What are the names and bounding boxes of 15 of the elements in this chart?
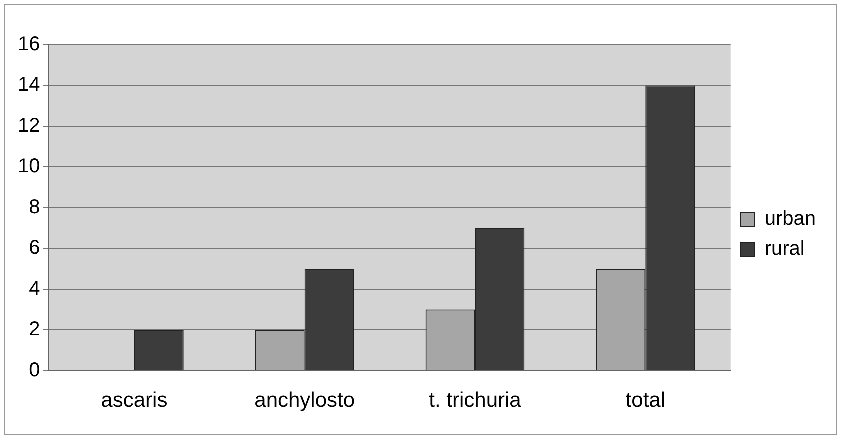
x-tick-label: t. trichuria <box>429 389 522 412</box>
y-tick-label: 6 <box>29 237 40 260</box>
legend-label: rural <box>764 238 805 260</box>
y-tick-label: 16 <box>18 34 40 56</box>
y-tick-label: 4 <box>29 278 40 300</box>
y-tick-label: 14 <box>18 74 40 96</box>
y-tick-label: 10 <box>18 156 40 178</box>
x-tick-label: anchylosto <box>254 389 356 412</box>
y-tick-label: 2 <box>29 318 40 341</box>
legend-label: urban <box>764 208 816 230</box>
x-tick-label: ascaris <box>101 389 168 412</box>
y-tick-label: 8 <box>29 196 40 218</box>
y-tick-label: 0 <box>29 359 40 382</box>
x-tick-label: total <box>626 389 666 412</box>
y-tick-label: 12 <box>18 114 40 137</box>
